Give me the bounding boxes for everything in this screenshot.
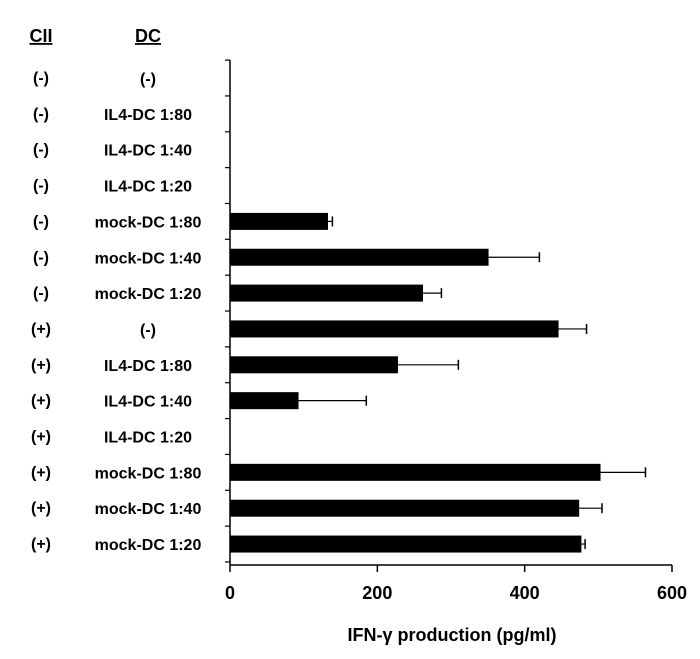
- bar: [230, 212, 328, 230]
- dc-label: mock-DC 1:40: [95, 250, 202, 267]
- cii-label: (-): [33, 106, 49, 123]
- cii-label: (+): [31, 393, 51, 410]
- dc-label: mock-DC 1:20: [95, 286, 202, 303]
- cii-label: (-): [33, 178, 49, 195]
- dc-label: IL4-DC 1:20: [104, 179, 192, 196]
- bar: [230, 320, 559, 338]
- bar: [230, 248, 489, 266]
- dc-label: mock-DC 1:20: [95, 537, 202, 554]
- dc-label: mock-DC 1:40: [95, 501, 202, 518]
- bar: [230, 463, 601, 481]
- cii-label: (+): [31, 357, 51, 374]
- error-bars: [298, 216, 647, 550]
- x-tick-label: 0: [225, 583, 235, 603]
- cii-label: (-): [33, 249, 49, 266]
- cii-label: (-): [33, 142, 49, 159]
- bars: [230, 212, 601, 553]
- cii-label: (+): [31, 464, 51, 481]
- x-tick-label: 400: [510, 583, 540, 603]
- x-tick-label: 600: [657, 583, 687, 603]
- cii-label: (+): [31, 429, 51, 446]
- cii-label: (+): [31, 321, 51, 338]
- cii-label: (-): [33, 285, 49, 302]
- dc-label: IL4-DC 1:40: [104, 143, 192, 160]
- row-labels: (-) (-) (-) IL4-DC 1:80 (-) IL4-DC 1:40 (-) IL4…: [31, 70, 201, 554]
- bar: [230, 284, 424, 302]
- column-headers: CII DC: [29, 26, 161, 46]
- dc-label: (-): [140, 322, 156, 339]
- cii-label: (-): [33, 70, 49, 87]
- dc-label: mock-DC 1:80: [95, 214, 202, 231]
- bar: [230, 392, 299, 410]
- cii-label: (-): [33, 213, 49, 230]
- x-tick-label: 200: [362, 583, 392, 603]
- cii-column-header: CII: [29, 26, 52, 46]
- bar: [230, 535, 582, 553]
- axes: 0 200 400 600: [225, 59, 687, 603]
- cii-label: (+): [31, 536, 51, 553]
- dc-label: IL4-DC 1:20: [104, 430, 192, 447]
- dc-label: IL4-DC 1:80: [104, 358, 192, 375]
- bar: [230, 356, 398, 374]
- x-axis-label: IFN-γ production (pg/ml): [348, 625, 557, 645]
- dc-label: (-): [140, 71, 156, 88]
- dc-label: IL4-DC 1:80: [104, 107, 192, 124]
- dc-label: IL4-DC 1:40: [104, 394, 192, 411]
- bar: [230, 499, 580, 517]
- dc-column-header: DC: [135, 26, 161, 46]
- cii-label: (+): [31, 500, 51, 517]
- dc-label: mock-DC 1:80: [95, 465, 202, 482]
